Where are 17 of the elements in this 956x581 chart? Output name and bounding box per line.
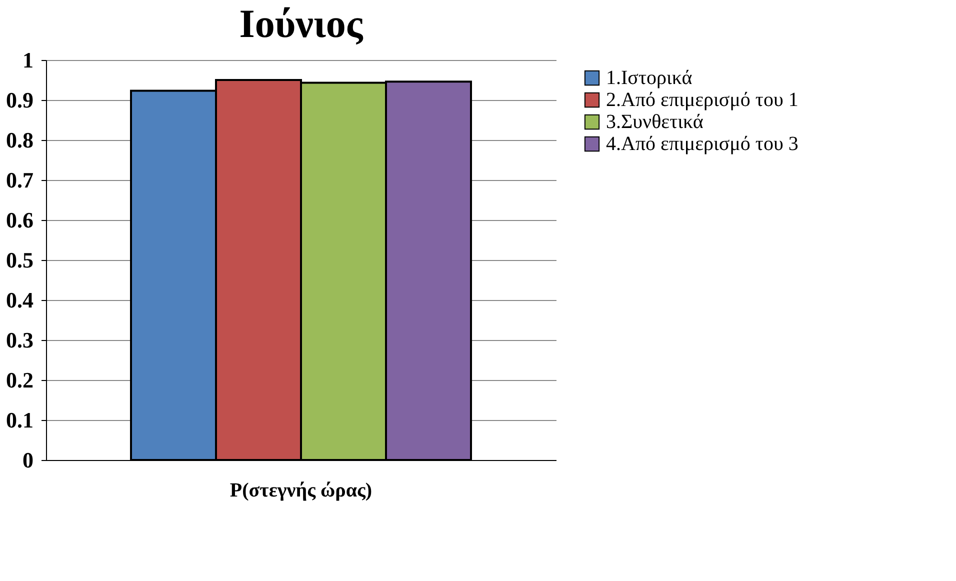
y-tick-label: 0 <box>22 448 34 472</box>
legend-label: 2.Από επιμερισμό του 1 <box>606 89 798 111</box>
y-tick-label: 0.1 <box>6 408 34 432</box>
y-tick-label: 0.7 <box>6 168 34 192</box>
y-tick-label: 0.2 <box>6 368 34 392</box>
y-tick-label: 0.9 <box>6 88 34 112</box>
legend-label: 1.Ιστορικά <box>606 67 693 89</box>
legend-label: 3.Συνθετικά <box>606 111 704 133</box>
y-tick-label: 0.3 <box>6 328 34 352</box>
y-tick-label: 1 <box>22 48 34 72</box>
y-tick-label: 0.4 <box>6 288 34 312</box>
chart-title: Ιούνιος <box>239 1 364 46</box>
y-tick-label: 0.5 <box>6 248 34 272</box>
y-tick-label: 0.6 <box>6 208 34 232</box>
x-tick-label: P(στεγνής ώρας) <box>230 480 372 502</box>
y-tick-label: 0.8 <box>6 128 34 152</box>
legend-label: 4.Από επιμερισμό του 3 <box>606 133 798 155</box>
